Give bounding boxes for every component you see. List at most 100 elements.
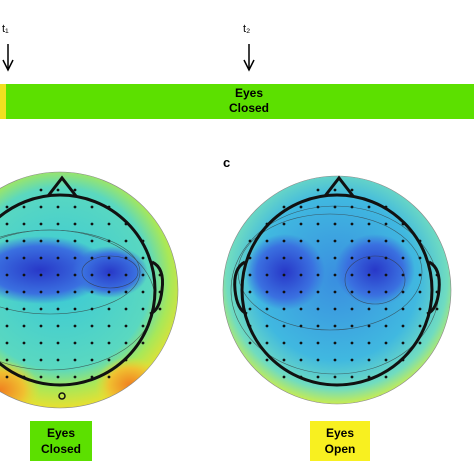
electrode <box>316 256 320 260</box>
electrode <box>384 239 388 243</box>
electrode <box>158 307 162 311</box>
electrode <box>333 307 337 311</box>
electrode <box>367 358 371 362</box>
electrode <box>39 239 43 243</box>
electrode <box>39 307 43 311</box>
electrode <box>316 307 320 311</box>
electrode <box>107 273 111 277</box>
electrode <box>90 205 94 209</box>
electrode <box>90 239 94 243</box>
electrode <box>282 290 286 294</box>
electrode <box>39 273 43 277</box>
electrode <box>282 239 286 243</box>
electrode <box>248 307 252 311</box>
electrode <box>73 239 77 243</box>
electrode <box>316 358 320 362</box>
electrode <box>5 222 9 226</box>
electrode <box>299 273 303 277</box>
electrode <box>418 256 422 260</box>
electrode <box>401 307 405 311</box>
timeline-bar <box>0 84 474 119</box>
electrode <box>265 290 269 294</box>
electrode <box>124 273 128 277</box>
electrode <box>418 239 422 243</box>
electrode <box>107 205 111 209</box>
electrode <box>107 358 111 362</box>
electrode <box>350 205 354 209</box>
electrode <box>367 222 371 226</box>
electrode <box>22 239 26 243</box>
electrode <box>73 375 77 379</box>
electrode <box>90 324 94 328</box>
electrode <box>5 273 9 277</box>
electrode <box>5 375 9 379</box>
electrode <box>367 375 371 379</box>
electrode <box>39 205 43 209</box>
panel-letter: c <box>223 155 230 170</box>
electrode <box>384 290 388 294</box>
electrode <box>367 290 371 294</box>
electrode <box>299 256 303 260</box>
electrode <box>418 290 422 294</box>
electrode <box>22 324 26 328</box>
electrode <box>282 358 286 362</box>
electrode <box>107 222 111 226</box>
electrode <box>39 358 43 362</box>
electrode <box>56 256 60 260</box>
electrode <box>384 375 388 379</box>
electrode <box>333 273 337 277</box>
electrode <box>384 205 388 209</box>
electrode <box>5 307 9 311</box>
electrode <box>350 324 354 328</box>
electrode <box>401 341 405 345</box>
electrode <box>248 341 252 345</box>
electrode <box>333 205 337 209</box>
electrode <box>333 324 337 328</box>
electrode <box>316 290 320 294</box>
electrode <box>384 307 388 311</box>
electrode <box>22 205 26 209</box>
electrode <box>73 273 77 277</box>
electrode <box>299 307 303 311</box>
electrode <box>90 341 94 345</box>
electrode <box>418 273 422 277</box>
electrode <box>5 290 9 294</box>
electrode <box>107 256 111 260</box>
electrode <box>107 290 111 294</box>
electrode <box>141 341 145 345</box>
electrode <box>265 358 269 362</box>
electrode <box>316 341 320 345</box>
electrode <box>350 239 354 243</box>
electrode <box>333 341 337 345</box>
electrode <box>384 324 388 328</box>
electrode <box>299 358 303 362</box>
electrode <box>333 188 337 192</box>
electrode <box>265 239 269 243</box>
electrode <box>282 273 286 277</box>
electrode <box>124 222 128 226</box>
electrode <box>22 307 26 311</box>
arrow-head <box>243 59 255 72</box>
electrode <box>90 375 94 379</box>
electrode <box>299 290 303 294</box>
electrode <box>333 290 337 294</box>
electrode <box>384 341 388 345</box>
electrode <box>107 239 111 243</box>
electrode <box>282 256 286 260</box>
electrode <box>384 273 388 277</box>
electrode <box>107 307 111 311</box>
electrode <box>435 273 439 277</box>
electrode <box>141 290 145 294</box>
electrode <box>141 273 145 277</box>
electrode <box>56 239 60 243</box>
electrode <box>39 324 43 328</box>
timeline-label: Closed <box>229 101 269 115</box>
electrode <box>107 375 111 379</box>
electrode <box>248 239 252 243</box>
electrode <box>333 222 337 226</box>
marker-label: t₁ <box>2 23 9 35</box>
electrode <box>73 358 77 362</box>
electrode <box>141 324 145 328</box>
condition-box <box>30 421 92 461</box>
electrode <box>73 205 77 209</box>
